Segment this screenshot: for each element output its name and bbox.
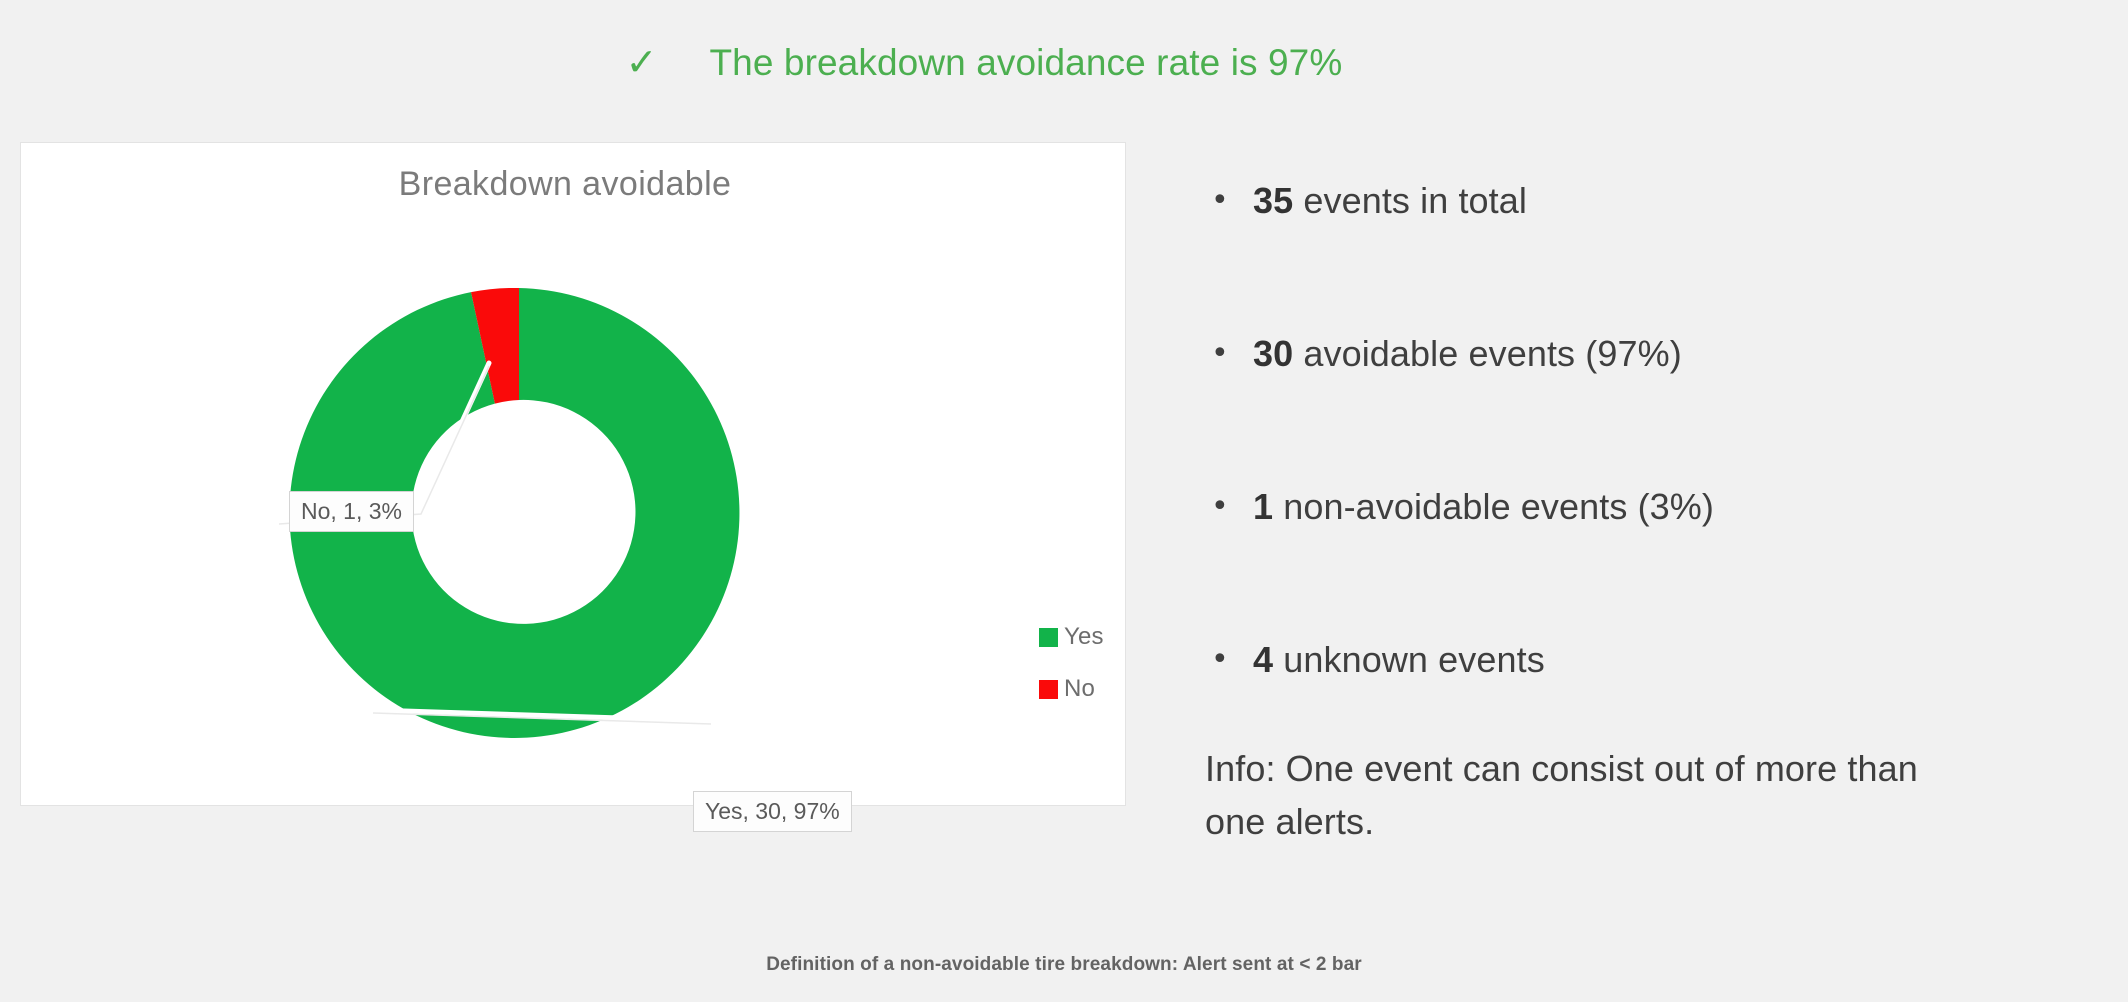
info-note: Info: One event can consist out of more … bbox=[1205, 748, 1918, 842]
list-item-label: unknown events bbox=[1273, 639, 1545, 680]
list-item: • 4 unknown events bbox=[1205, 635, 2075, 685]
headline-inner: ✓ The breakdown avoidance rate is 97% bbox=[626, 42, 1343, 84]
list-item-value: 1 bbox=[1253, 486, 1274, 527]
legend-swatch-no-icon bbox=[1039, 679, 1058, 699]
list-item-text: 1 non-avoidable events (3%) bbox=[1253, 482, 1714, 532]
donut-slice-no[interactable] bbox=[471, 287, 519, 404]
list-item-value: 30 bbox=[1253, 333, 1294, 374]
donut-slice-yes[interactable] bbox=[289, 288, 740, 738]
list-item-value: 4 bbox=[1253, 639, 1274, 680]
donut-chart-svg bbox=[276, 287, 740, 738]
list-item-text: 35 events in total bbox=[1253, 176, 1527, 226]
bullet-marker-icon: • bbox=[1211, 642, 1229, 677]
list-item-text: 30 avoidable events (97%) bbox=[1253, 329, 1682, 379]
leader-line-yes bbox=[370, 707, 714, 724]
list-item-text: 4 unknown events bbox=[1253, 635, 1545, 685]
legend-label-no: No bbox=[1064, 675, 1096, 702]
headline-text: The breakdown avoidance rate is 97% bbox=[709, 42, 1343, 83]
bullet-marker-icon: • bbox=[1211, 183, 1229, 218]
list-item: • 1 non-avoidable events (3%) bbox=[1205, 482, 2075, 532]
list-item: • 30 avoidable events (97%) bbox=[1205, 329, 2075, 379]
footnote: Definition of a non-avoidable tire break… bbox=[766, 954, 1362, 975]
bullet-marker-icon: • bbox=[1211, 489, 1229, 524]
list-item-label: avoidable events (97%) bbox=[1293, 333, 1682, 374]
chart-title: Breakdown avoidable bbox=[398, 165, 732, 203]
list-item-value: 35 bbox=[1253, 180, 1294, 221]
donut-chart: No, 1, 3% Yes, 30, 97% bbox=[21, 143, 1127, 833]
summary-list: • 35 events in total • 30 avoidable even… bbox=[1205, 176, 2075, 848]
legend-label-yes: Yes bbox=[1064, 623, 1104, 650]
legend-item-yes[interactable]: Yes bbox=[1039, 611, 1104, 663]
headline-banner: ✓ The breakdown avoidance rate is 97% bbox=[0, 42, 2128, 84]
data-label-no[interactable]: No, 1, 3% bbox=[289, 491, 414, 533]
check-icon: ✓ bbox=[625, 40, 658, 84]
legend-item-no[interactable]: No bbox=[1039, 663, 1104, 715]
bullet-marker-icon: • bbox=[1211, 336, 1229, 371]
data-label-yes[interactable]: Yes, 30, 97% bbox=[693, 791, 852, 833]
list-item-label: non-avoidable events (3%) bbox=[1273, 486, 1714, 527]
list-item: • 35 events in total bbox=[1205, 176, 2075, 226]
chart-card: Breakdown avoidable No, 1, 3% Yes, 30, 9… bbox=[20, 142, 1127, 833]
chart-legend: Yes No bbox=[1039, 611, 1104, 715]
list-item-label: events in total bbox=[1293, 180, 1527, 221]
legend-swatch-yes-icon bbox=[1039, 627, 1058, 647]
leader-line-yes-shadow bbox=[372, 712, 712, 725]
